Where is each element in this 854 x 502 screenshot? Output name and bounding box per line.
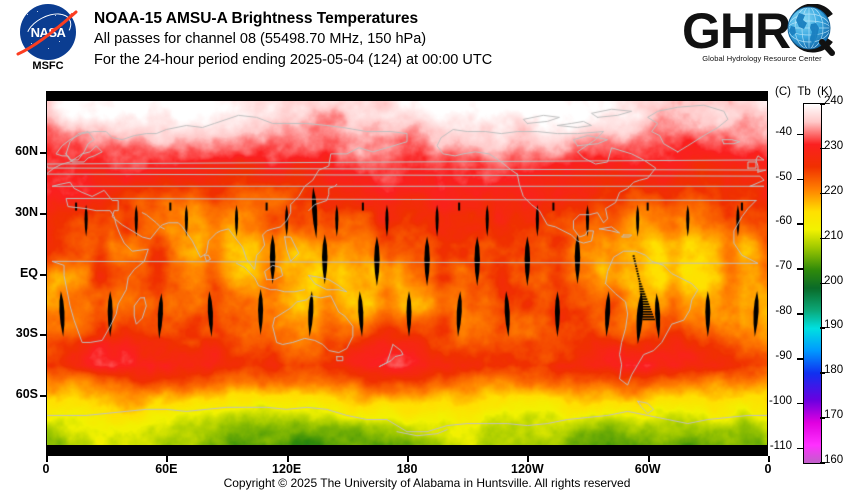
nasa-logo: NASA MSFC [14, 4, 82, 72]
south-pole-nodata-band [46, 445, 768, 456]
colorbar-celsius-tick: -40 [775, 125, 792, 138]
longitude-label: 60W [634, 462, 661, 476]
colorbar-celsius-tickmark [797, 358, 803, 360]
longitude-label: 120W [511, 462, 544, 476]
colorbar-celsius-tick: -80 [775, 305, 792, 318]
longitude-label: 120E [272, 462, 302, 476]
longitude-label: 0 [764, 462, 772, 476]
longitude-tickmark [768, 456, 770, 462]
longitude-label: 0 [42, 462, 50, 476]
colorbar-kelvin-tickmark [820, 417, 825, 419]
colorbar-kelvin-tick: 240 [824, 95, 844, 107]
latitude-label: 30S [15, 326, 38, 341]
colorbar-unit-celsius: (C) [775, 86, 791, 98]
colorbar-kelvin-tick: 180 [824, 364, 844, 377]
colorbar-kelvin-tick: 200 [824, 274, 844, 287]
latitude-tickmark [40, 273, 46, 276]
colorbar-kelvin-tick: 190 [824, 319, 844, 332]
latitude-tickmark [40, 334, 46, 337]
colorbar-celsius-tickmark [797, 268, 803, 270]
colorbar-celsius-tickmark [797, 223, 803, 225]
colorbar-celsius-tick: -100 [768, 394, 792, 407]
latitude-label: 30N [15, 204, 38, 219]
map-panel [46, 91, 768, 456]
colorbar-kelvin-tickmark [820, 103, 825, 105]
longitude-tickmark [647, 456, 650, 462]
colorbar-kelvin-tickmark [820, 147, 825, 150]
ghrc-tagline: Global Hydrology Resource Center [702, 54, 822, 63]
colorbar-kelvin-tick: 160 [824, 454, 844, 466]
colorbar-kelvin-tickmark [820, 282, 825, 284]
latitude-tickmark [40, 212, 46, 215]
page-title: NOAA-15 AMSU-A Brightness Temperatures [94, 10, 419, 27]
colorbar-celsius-tick: -90 [775, 350, 792, 363]
colorbar-symbol-tb: Tb [797, 86, 811, 98]
colorbar-kelvin-tickmark [820, 372, 825, 374]
longitude-tickmark [527, 456, 530, 462]
longitude-tickmark [46, 456, 48, 462]
colorbar-kelvin-tickmark [820, 192, 825, 195]
latitude-tickmark [40, 395, 46, 398]
svg-text:GHR: GHR [682, 4, 791, 56]
colorbar-kelvin-tick: 170 [824, 409, 844, 422]
latitude-tickmark [40, 151, 46, 154]
colorbar-celsius-tickmark [797, 447, 803, 450]
colorbar-kelvin-tickmark [820, 237, 825, 240]
ghrc-wordmark-icon: GHR [682, 4, 835, 56]
nasa-meatball-icon [20, 4, 76, 60]
colorbar-kelvin-tickmark [820, 462, 825, 464]
nasa-swoosh-icon [16, 10, 78, 56]
colorbar-kelvin-tick: 210 [824, 229, 844, 242]
colorbar-unit-kelvin: (K) [817, 86, 833, 98]
longitude-label: 180 [396, 462, 418, 476]
colorbar-kelvin-tick: 230 [824, 139, 844, 152]
colorbar-celsius-tick: -50 [775, 170, 792, 183]
latitude-label: EQ [19, 265, 38, 280]
colorbar-kelvin-tick: 220 [824, 184, 844, 197]
colorbar-header: (C) Tb (K) [775, 86, 833, 98]
nasa-center-label: MSFC [32, 60, 64, 72]
brightness-temperature-map[interactable] [46, 91, 768, 456]
title-block: NOAA-15 AMSU-A Brightness Temperatures A… [94, 8, 492, 71]
colorbar-celsius-tick: -110 [769, 439, 792, 452]
colorbar-celsius-tick: -60 [775, 215, 792, 228]
longitude-tickmark [286, 456, 289, 462]
latitude-label: 60N [15, 143, 38, 158]
subtitle-period: For the 24-hour period ending 2025-05-04… [94, 52, 493, 68]
colorbar-kelvin-tickmark [820, 327, 825, 329]
subtitle-channel: All passes for channel 08 (55498.70 MHz,… [94, 31, 427, 47]
coastline-overlay-canvas [46, 91, 768, 456]
copyright-notice: Copyright © 2025 The University of Alaba… [223, 476, 631, 490]
north-pole-nodata-band [46, 91, 768, 101]
colorbar-celsius-tickmark [797, 313, 803, 315]
colorbar-celsius-tickmark [797, 133, 803, 136]
colorbar-celsius-tickmark [797, 402, 803, 405]
ghrc-logo: GHR Global Hydrology Resource Center [682, 4, 842, 74]
longitude-tickmark [166, 456, 169, 462]
colorbar-celsius-tick: -70 [775, 260, 792, 273]
colorbar-celsius-tickmark [797, 178, 803, 181]
longitude-label: 60E [155, 462, 178, 476]
latitude-label: 60S [15, 387, 38, 402]
longitude-tickmark [407, 456, 409, 462]
